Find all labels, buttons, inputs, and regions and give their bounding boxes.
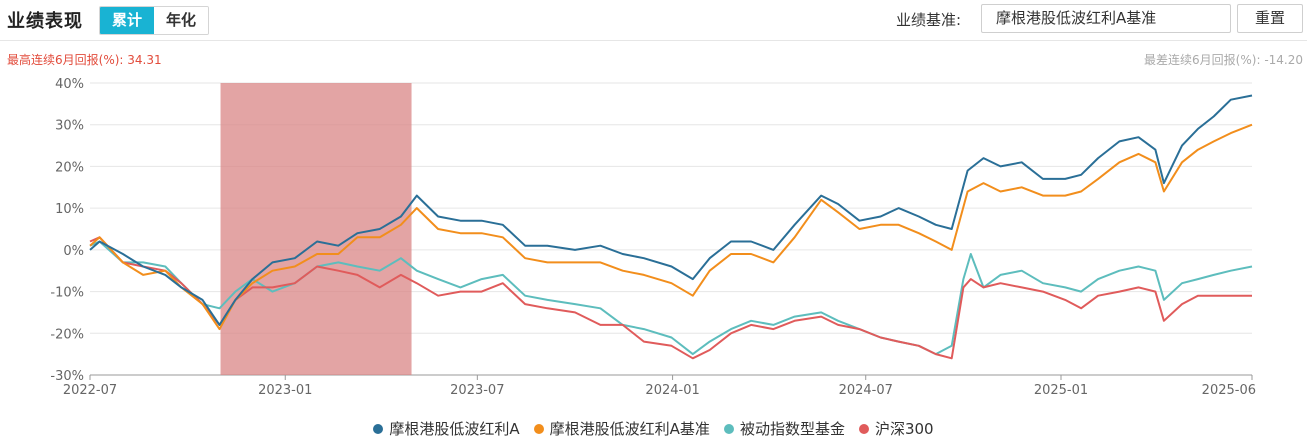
legend-item-hs300[interactable]: 沪深300 [858,418,934,439]
x-tick-label: 2023-01 [258,383,312,398]
reset-button[interactable]: 重置 [1237,4,1303,33]
x-tick-label: 2024-07 [839,383,893,398]
worst-6m-return: 最差连续6月回报(%): -14.20 [1144,51,1303,68]
performance-header: 业绩表现 累计 年化 业绩基准: 摩根港股低波红利A基准 重置 [0,0,1307,40]
tab-cumulative[interactable]: 累计 [100,7,154,34]
best-6m-value: 34.31 [127,53,162,67]
best-6m-return: 最高连续6月回报(%): 34.31 [7,51,162,68]
y-tick-label: 10% [55,202,84,217]
series-line-fund [89,94,1253,326]
x-tick-label: 2023-07 [450,383,504,398]
x-tick-label: 2025-06 [1202,383,1256,398]
series-line-benchmark [89,123,1253,331]
series-line-passive [89,240,1253,356]
y-tick-label: 0% [63,244,84,259]
benchmark-label: 业绩基准: [896,11,962,29]
section-title: 业绩表现 [7,11,83,32]
legend-dot-hs300 [858,423,869,434]
legend-dot-benchmark [533,423,544,434]
y-tick-label: -30% [50,369,84,384]
legend-item-benchmark[interactable]: 摩根港股低波红利A基准 [533,418,710,439]
worst-6m-value: -14.20 [1264,53,1303,67]
y-tick-label: 30% [55,119,84,134]
legend-item-passive[interactable]: 被动指数型基金 [723,418,845,439]
tab-annualized[interactable]: 年化 [154,7,208,34]
legend-label-hs300: 沪深300 [874,420,934,438]
chart-legend: 摩根港股低波红利A 摩根港股低波红利A基准 被动指数型基金 沪深300 [0,418,1307,439]
legend-dot-fund [373,423,384,434]
legend-label-benchmark: 摩根港股低波红利A基准 [549,420,710,438]
y-tick-label: -10% [50,286,84,301]
worst-6m-label: 最差连续6月回报(%): [1144,53,1265,67]
x-tick-label: 2025-01 [1034,383,1088,398]
best-period-highlight [220,83,412,375]
x-tick-label: 2024-01 [645,383,699,398]
legend-label-passive: 被动指数型基金 [739,420,845,438]
series-line-hs300 [89,236,1252,360]
y-tick-label: 20% [55,160,84,175]
legend-label-fund: 摩根港股低波红利A [389,420,520,438]
y-tick-label: -20% [50,327,84,342]
benchmark-select[interactable]: 摩根港股低波红利A基准 [981,4,1231,33]
y-tick-label: 40% [55,77,84,92]
legend-dot-passive [723,423,734,434]
x-tick-label: 2022-07 [63,383,117,398]
legend-item-fund[interactable]: 摩根港股低波红利A [373,418,520,439]
best-6m-label: 最高连续6月回报(%): [7,53,128,67]
mode-tabs: 累计 年化 [99,6,209,35]
header-divider [0,40,1307,41]
